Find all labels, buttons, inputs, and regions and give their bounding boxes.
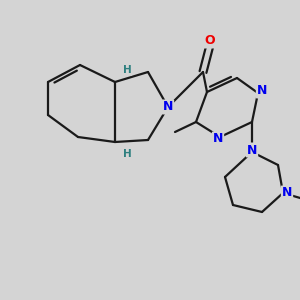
Text: N: N bbox=[213, 133, 223, 146]
Text: H: H bbox=[123, 65, 131, 75]
Text: N: N bbox=[163, 100, 173, 113]
Text: H: H bbox=[123, 149, 131, 159]
Text: N: N bbox=[257, 85, 267, 98]
Text: N: N bbox=[247, 143, 257, 157]
Text: N: N bbox=[282, 187, 292, 200]
Text: O: O bbox=[205, 34, 215, 47]
